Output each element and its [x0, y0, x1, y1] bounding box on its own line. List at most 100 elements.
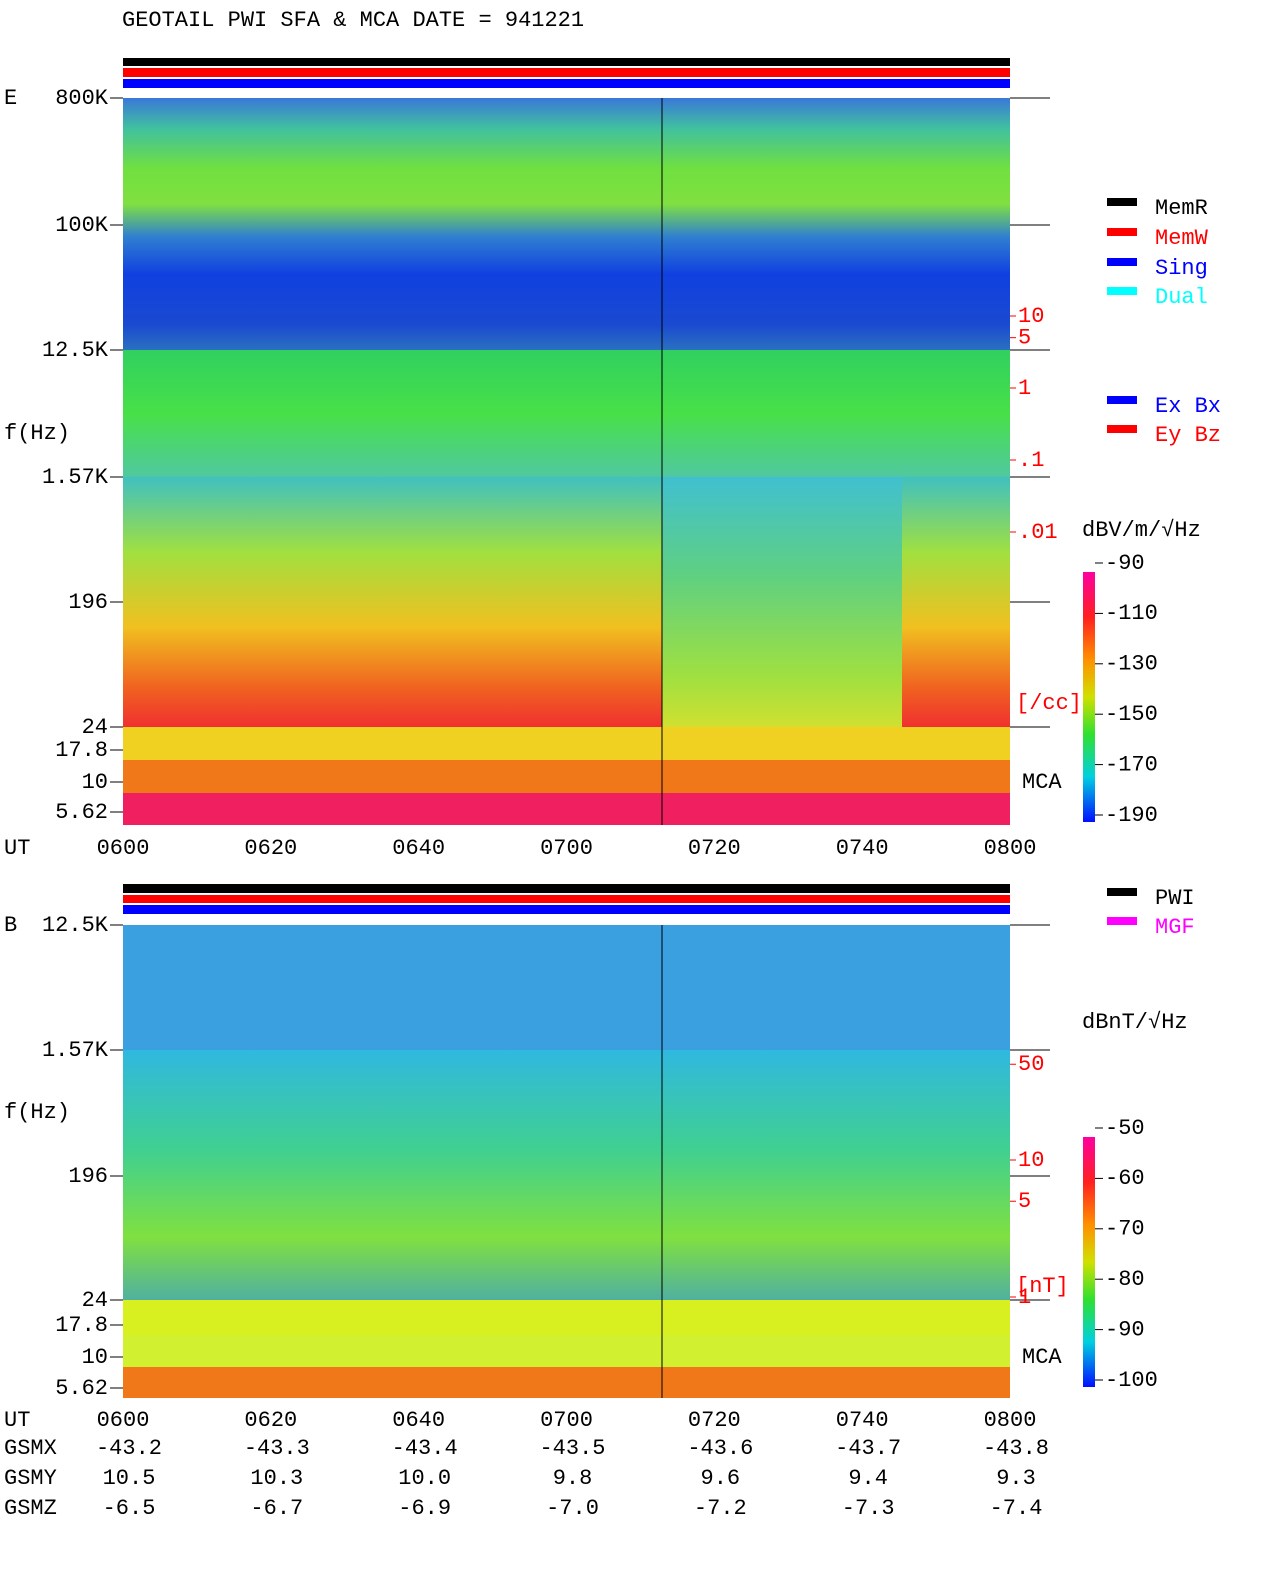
density-tick-label: .01: [1018, 520, 1058, 545]
legend-swatch: [1107, 228, 1137, 236]
x-axis-label: UT: [4, 1408, 30, 1433]
legend-swatch: [1107, 198, 1137, 206]
orbit-row-label: GSMX: [4, 1436, 57, 1461]
x-tick-label: 0600: [97, 836, 150, 861]
colorbar-tick-label: -90: [1105, 1317, 1145, 1342]
x-tick-label: 0700: [540, 1408, 593, 1433]
colorbar-tick-label: -130: [1105, 652, 1158, 677]
y-tick-label: 5.62: [55, 800, 108, 825]
orbit-value: -7.2: [694, 1496, 747, 1521]
colorbar-tick-label: -150: [1105, 702, 1158, 727]
legend-swatch: [1107, 258, 1137, 266]
y-tick-label: 1.57K: [42, 1038, 109, 1063]
orbit-value: -7.4: [990, 1496, 1043, 1521]
legend-label: Dual: [1155, 285, 1208, 310]
y-tick-label: 12.5K: [42, 913, 109, 938]
orbit-row-label: GSMY: [4, 1466, 57, 1491]
y-axis-label: f(Hz): [4, 421, 70, 446]
y-tick-label: 17.8: [55, 1313, 108, 1338]
orbit-value: 10.5: [103, 1466, 156, 1491]
x-tick-label: 0620: [244, 1408, 297, 1433]
colorbar-tick-label: -60: [1105, 1166, 1145, 1191]
orbit-value: 9.3: [996, 1466, 1036, 1491]
mca-label: MCA: [1022, 1345, 1062, 1370]
y-tick-label: 1.57K: [42, 465, 109, 490]
legend-swatch: [1107, 917, 1137, 925]
legend-label: Sing: [1155, 256, 1208, 281]
x-tick-label: 0620: [244, 836, 297, 861]
orbit-value: 10.0: [398, 1466, 451, 1491]
colorbar-tick-label: -100: [1105, 1368, 1158, 1393]
density-axis-label: [nT]: [1016, 1274, 1069, 1299]
orbit-value: 9.6: [701, 1466, 741, 1491]
density-tick-label: 10: [1018, 304, 1044, 329]
orbit-value: 9.4: [848, 1466, 888, 1491]
x-tick-label: 0640: [392, 1408, 445, 1433]
y-tick-label: 10: [82, 770, 108, 795]
orbit-value: -43.6: [687, 1436, 753, 1461]
density-tick-label: 5: [1018, 1189, 1031, 1214]
legend-label: Ey Bz: [1155, 423, 1221, 448]
density-axis-label: [/cc]: [1016, 691, 1082, 716]
colorbar-tick-label: -190: [1105, 803, 1158, 828]
colorbar-e: [1083, 572, 1095, 822]
y-tick-label: 24: [82, 715, 108, 740]
y-axis-label: f(Hz): [4, 1100, 70, 1125]
density-tick-label: 1: [1018, 1285, 1031, 1310]
x-tick-label: 0720: [688, 1408, 741, 1433]
x-tick-label: 0800: [984, 836, 1037, 861]
legend-label: MGF: [1155, 915, 1195, 940]
density-tick-label: .1: [1018, 448, 1044, 473]
colorbar-tick-label: -170: [1105, 752, 1158, 777]
y-tick-label: 800K: [55, 86, 109, 111]
orbit-value: -43.2: [96, 1436, 162, 1461]
y-tick-label: 17.8: [55, 738, 108, 763]
density-tick-label: 10: [1018, 1148, 1044, 1173]
colorbar-tick-label: -50: [1105, 1116, 1145, 1141]
density-tick-label: 5: [1018, 325, 1031, 350]
orbit-value: -7.0: [546, 1496, 599, 1521]
legend-label: PWI: [1155, 886, 1195, 911]
orbit-value: 10.3: [250, 1466, 303, 1491]
colorbar-tick-label: -70: [1105, 1217, 1145, 1242]
mca-label: MCA: [1022, 770, 1062, 795]
orbit-value: -6.5: [103, 1496, 156, 1521]
colorbar-tick-label: -110: [1105, 601, 1158, 626]
colorbar-label: dBnT/√Hz: [1082, 1010, 1188, 1035]
orbit-value: -43.8: [983, 1436, 1049, 1461]
y-tick-label: 100K: [55, 213, 109, 238]
panel-label: E: [4, 86, 17, 111]
x-tick-label: 0800: [984, 1408, 1037, 1433]
orbit-row-label: GSMZ: [4, 1496, 57, 1521]
title: GEOTAIL PWI SFA & MCA DATE = 941221: [122, 8, 584, 33]
orbit-value: 9.8: [553, 1466, 593, 1491]
legend-swatch: [1107, 425, 1137, 433]
x-tick-label: 0640: [392, 836, 445, 861]
legend-label: MemW: [1155, 226, 1209, 251]
x-tick-label: 0740: [836, 836, 889, 861]
colorbar-label: dBV/m/√Hz: [1082, 518, 1201, 543]
density-tick-label: 50: [1018, 1052, 1044, 1077]
y-tick-label: 196: [68, 1164, 108, 1189]
colorbar-b: [1083, 1137, 1095, 1387]
orbit-value: -43.4: [392, 1436, 458, 1461]
colorbar-tick-label: -90: [1105, 551, 1145, 576]
orbit-value: -43.3: [244, 1436, 310, 1461]
y-tick-label: 5.62: [55, 1376, 108, 1401]
x-axis-label: UT: [4, 836, 30, 861]
panel-label: B: [4, 913, 17, 938]
legend-swatch: [1107, 287, 1137, 295]
legend-label: Ex Bx: [1155, 394, 1221, 419]
legend-swatch: [1107, 396, 1137, 404]
x-tick-label: 0720: [688, 836, 741, 861]
y-tick-label: 24: [82, 1288, 108, 1313]
x-tick-label: 0740: [836, 1408, 889, 1433]
orbit-value: -43.5: [539, 1436, 605, 1461]
orbit-value: -6.9: [398, 1496, 451, 1521]
legend-swatch: [1107, 888, 1137, 896]
y-tick-label: 10: [82, 1345, 108, 1370]
orbit-value: -6.7: [250, 1496, 303, 1521]
y-tick-label: 196: [68, 590, 108, 615]
x-tick-label: 0600: [97, 1408, 150, 1433]
